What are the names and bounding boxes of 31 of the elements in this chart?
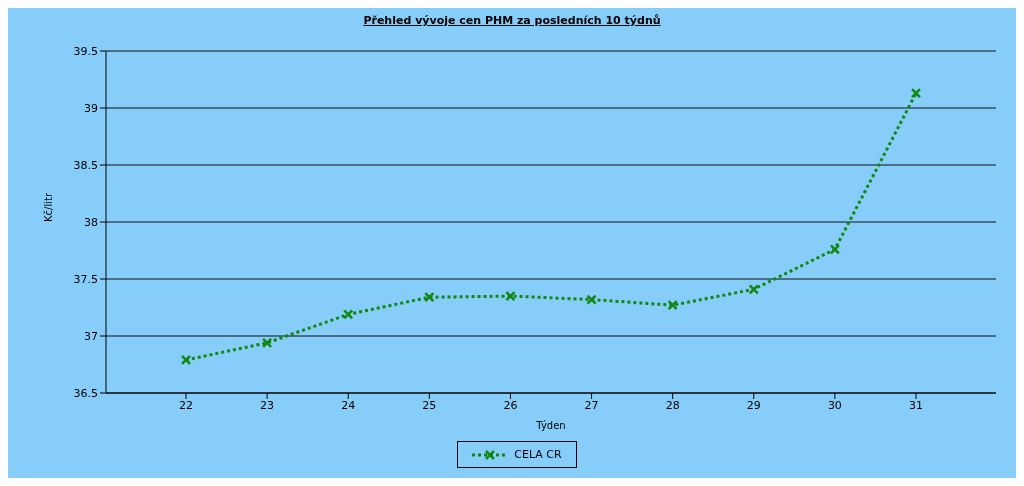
y-tick-label: 36.5 xyxy=(73,386,98,400)
y-tick-label: 39.5 xyxy=(73,44,98,58)
x-tick-label: 26 xyxy=(503,398,518,412)
y-tick-label: 38 xyxy=(84,215,98,229)
y-tick-label: 37.5 xyxy=(73,272,98,286)
x-tick-label: 24 xyxy=(341,398,356,412)
legend-label: CELA CR xyxy=(514,448,562,461)
x-tick-label: 28 xyxy=(665,398,680,412)
point xyxy=(667,299,678,311)
point xyxy=(586,294,597,305)
point xyxy=(748,284,760,295)
point xyxy=(424,291,435,303)
x-axis-title: Týden xyxy=(535,420,566,431)
point xyxy=(261,337,273,349)
x-tick-label: 29 xyxy=(746,398,761,412)
chart-title: Přehled vývoje cen PHM za posledních 10 týdnů xyxy=(362,14,662,27)
point xyxy=(180,354,192,366)
point xyxy=(505,290,516,302)
x-tick-label: 25 xyxy=(422,398,437,412)
y-axis-title: Kč/litr xyxy=(42,192,54,222)
point xyxy=(910,87,922,99)
y-tick-label: 38.5 xyxy=(73,158,98,172)
point xyxy=(829,244,841,255)
x-tick-label: 31 xyxy=(909,398,923,412)
x-tick-label: 30 xyxy=(827,398,842,412)
point xyxy=(342,309,354,320)
x-tick-label: 22 xyxy=(179,398,193,412)
y-tick-label: 39 xyxy=(84,101,98,115)
x-tick-label: 23 xyxy=(260,398,275,412)
x-tick-label: 27 xyxy=(584,398,599,412)
y-tick-label: 37 xyxy=(84,329,98,343)
